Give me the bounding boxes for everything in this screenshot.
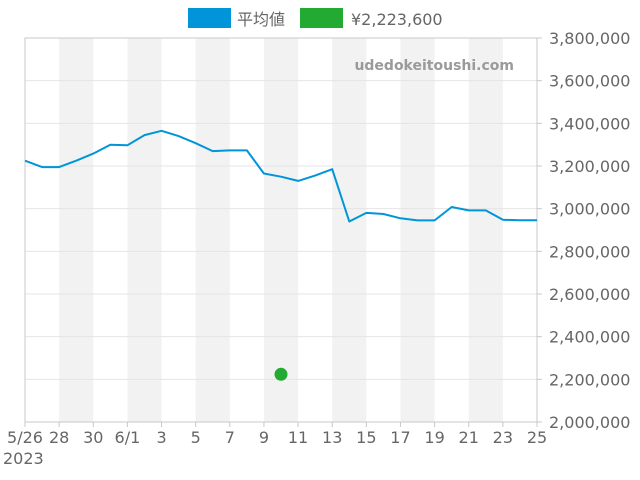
background-stripe [195,38,230,422]
legend-label: ¥2,223,600 [351,10,443,29]
y-tick-label: 3,800,000 [549,29,630,48]
x-tick-label: 6/1 [115,428,141,447]
x-tick-label: 13 [322,428,342,447]
y-tick-label: 2,000,000 [549,413,630,432]
series-layer [24,129,537,381]
x-tick-label: 9 [259,428,269,447]
x-axis: 5/26 28 30 6/1 3 5 7 9 11 13 15 17 19 21 23 25 [7,422,547,447]
y-tick-label: 3,000,000 [549,200,630,219]
legend-swatch [300,8,343,28]
y-tick-label: 3,600,000 [549,72,630,91]
legend-label: 平均値 [237,10,285,29]
x-tick-label: 21 [459,428,479,447]
background-stripe [468,38,503,422]
y-tick-label: 2,400,000 [549,328,630,347]
y-tick-label: 2,600,000 [549,285,630,304]
x-tick-label: 15 [356,428,376,447]
x-tick-label: 11 [288,428,308,447]
background-stripes [59,38,503,422]
legend: 平均値 ¥2,223,600 [188,8,443,29]
y-tick-label: 3,400,000 [549,114,630,133]
background-stripe [332,38,367,422]
x-tick-label: 3 [156,428,166,447]
x-tick-label: 5 [191,428,201,447]
x-tick-label: 19 [424,428,444,447]
background-stripe [127,38,162,422]
x-tick-label: 25 [527,428,547,447]
y-axis: 2,000,000 2,200,000 2,400,000 2,600,000 2,80… [537,29,630,432]
x-tick-label: 17 [390,428,410,447]
background-stripe [263,38,299,422]
background-stripe [400,38,435,422]
x-tick-label: 5/26 [7,428,43,447]
series-line [24,129,537,223]
watermark: udedokeitoushi.com [354,58,514,74]
plot-area-border [24,37,538,423]
x-tick-label: 7 [225,428,235,447]
background-stripe [59,38,94,422]
y-tick-label: 2,200,000 [549,370,630,389]
x-tick-label: 23 [493,428,513,447]
x-tick-label: 30 [83,428,103,447]
y-tick-label: 2,800,000 [549,242,630,261]
x-axis-year-label: 2023 [3,449,44,468]
y-tick-label: 3,200,000 [549,157,630,176]
legend-swatch [188,8,231,28]
x-tick-label: 28 [49,428,69,447]
data-point [274,367,288,381]
